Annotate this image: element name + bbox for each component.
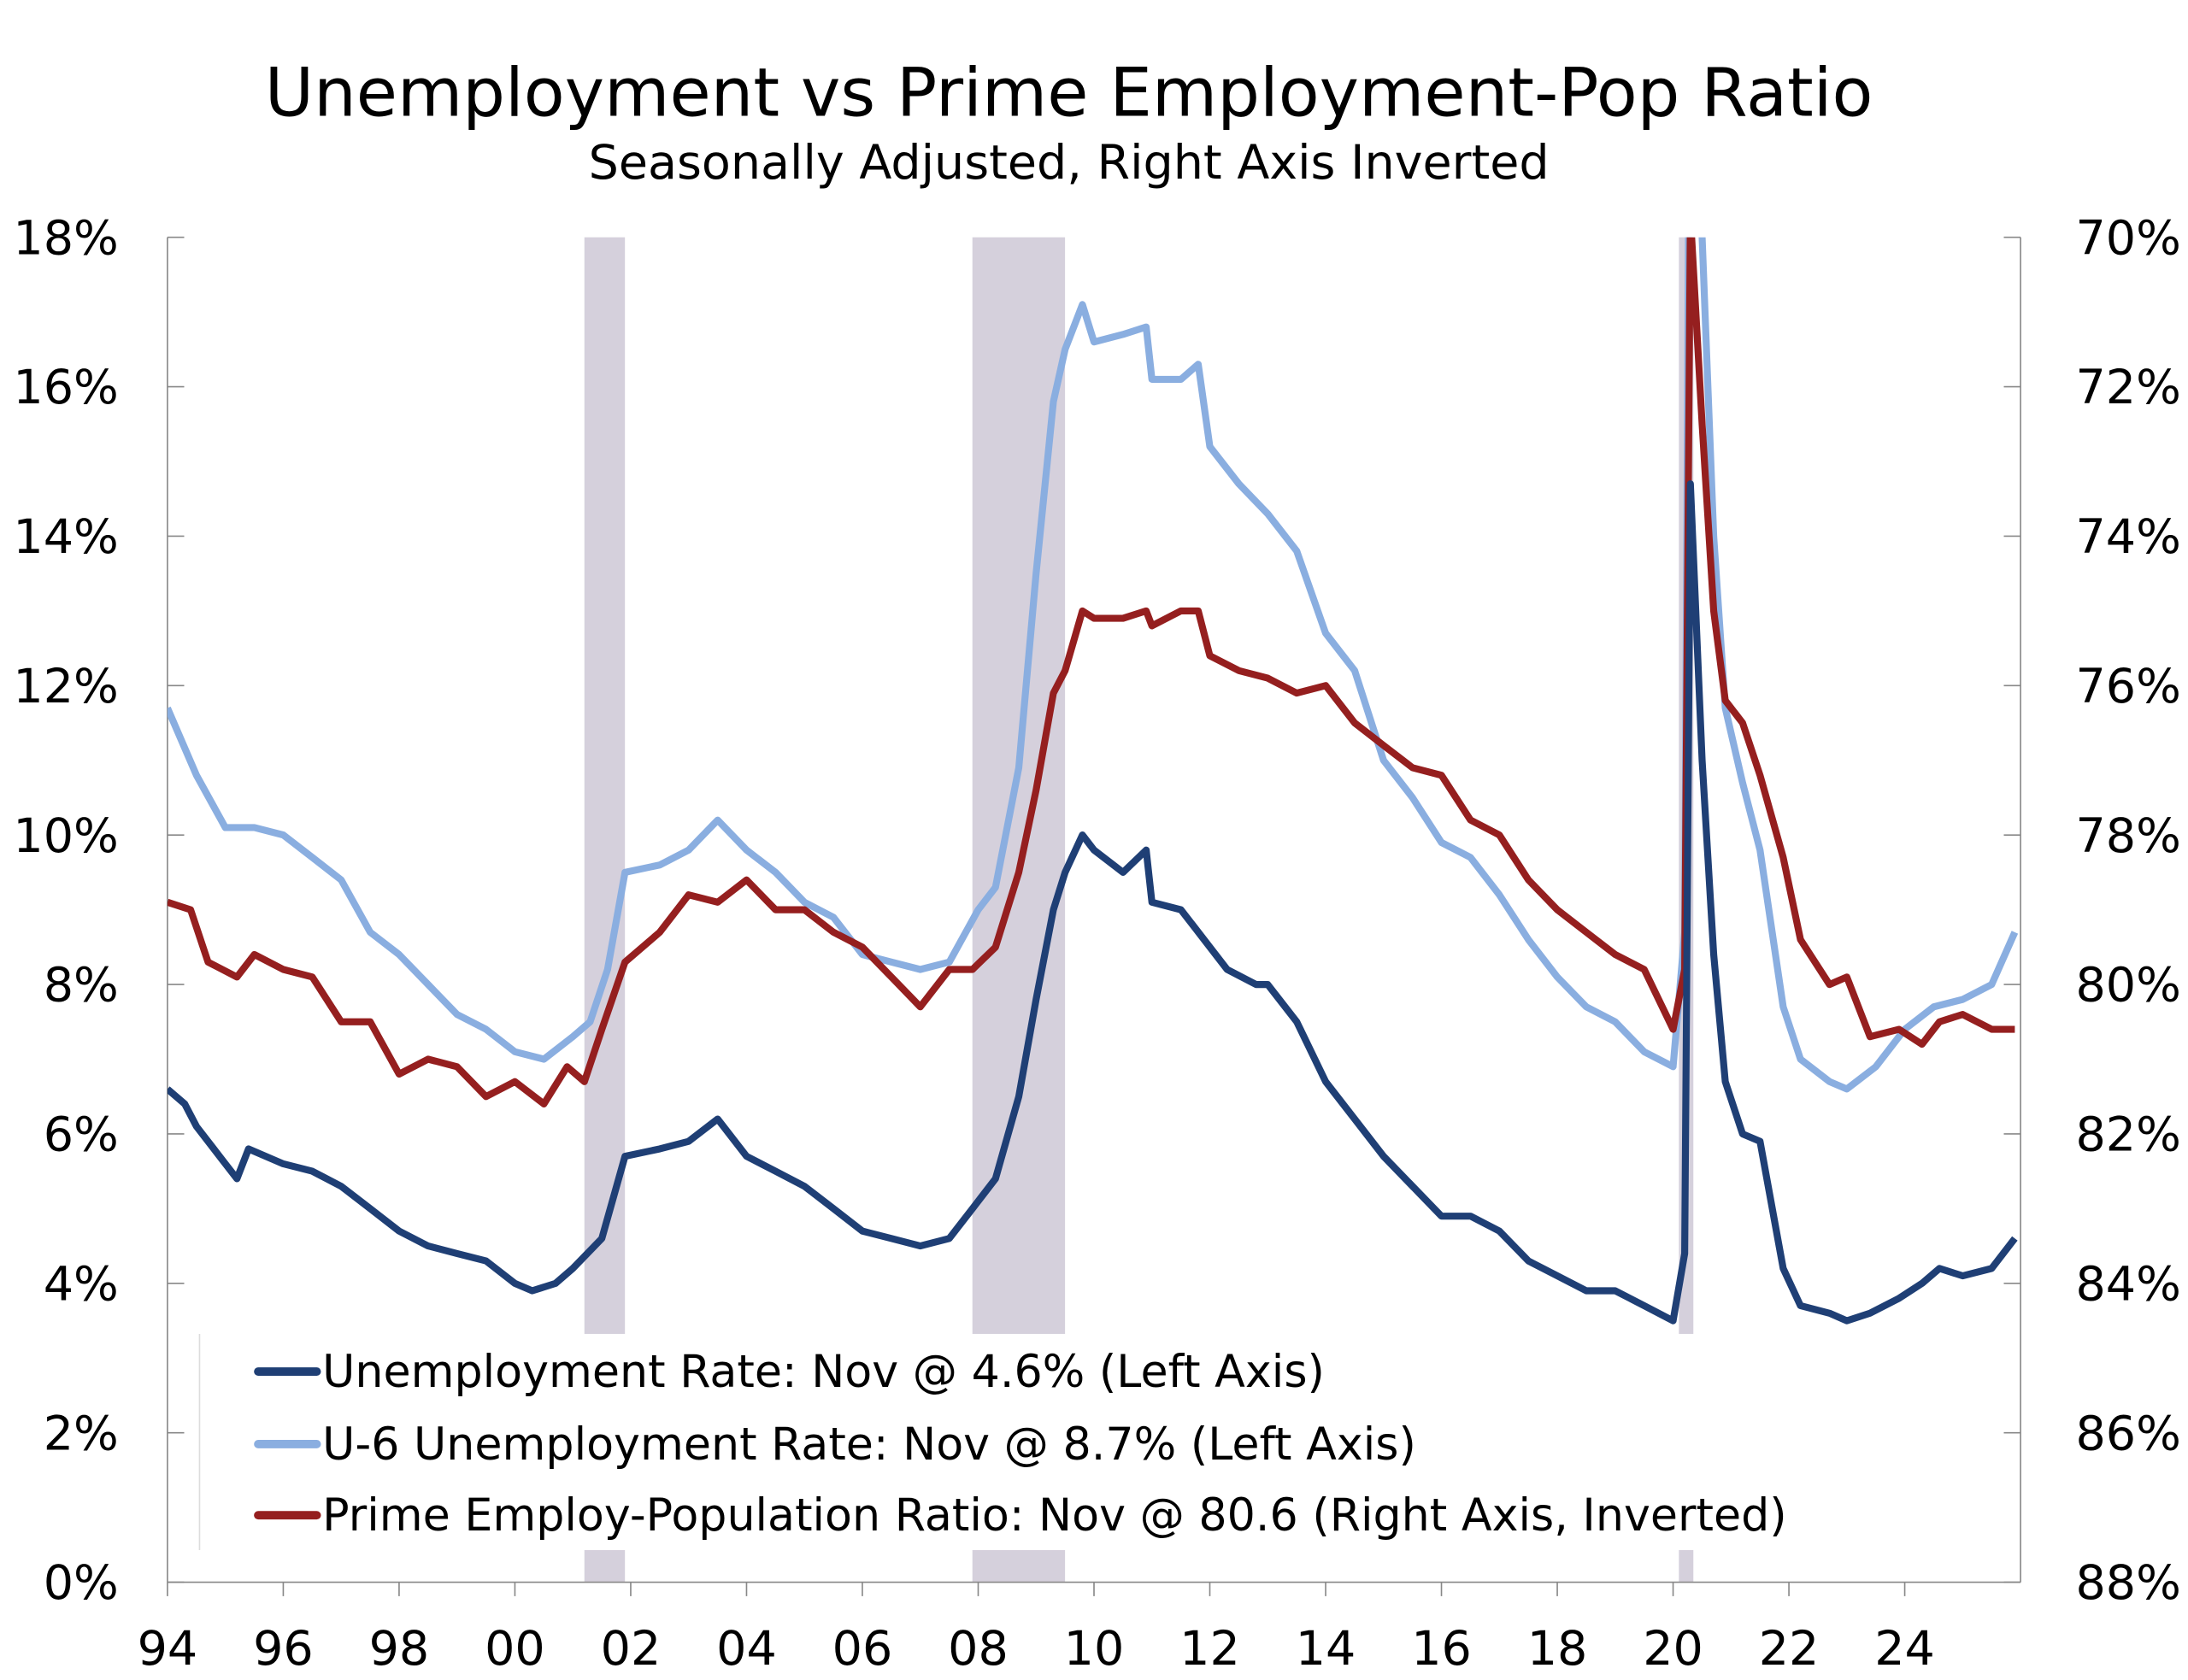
series-line-unemployment [167, 480, 2018, 1325]
x-tick-label: 10 [1064, 1621, 1125, 1677]
right-tick-label: 82% [2075, 1107, 2180, 1163]
chart-title: Unemployment vs Prime Employment-Pop Rat… [265, 55, 1873, 132]
right-tick-label: 74% [2075, 509, 2180, 565]
left-tick-label: 8% [44, 958, 119, 1013]
series-line-epop [167, 237, 2015, 1107]
left-tick-label: 10% [13, 808, 118, 864]
x-tick-label: 12 [1179, 1621, 1240, 1677]
left-tick-label: 18% [13, 210, 118, 266]
right-tick-label: 84% [2075, 1256, 2180, 1312]
legend-label-u6: U-6 Unemployment Rate: Nov @ 8.7% (Left … [322, 1419, 1416, 1471]
right-tick-label: 86% [2075, 1406, 2180, 1461]
x-tick-label: 20 [1643, 1621, 1703, 1677]
right-tick-label: 76% [2075, 659, 2180, 714]
x-tick-label: 98 [369, 1621, 430, 1677]
left-tick-label: 16% [13, 360, 118, 415]
x-tick-label: 06 [832, 1621, 893, 1677]
x-tick-label: 22 [1759, 1621, 1820, 1677]
x-tick-label: 16 [1411, 1621, 1472, 1677]
right-tick-label: 70% [2075, 210, 2180, 266]
legend-label-unemployment: Unemployment Rate: Nov @ 4.6% (Left Axis… [322, 1347, 1325, 1398]
x-tick-label: 96 [253, 1621, 314, 1677]
chart-subtitle: Seasonally Adjusted, Right Axis Inverted [589, 135, 1550, 191]
x-tick-label: 94 [138, 1621, 198, 1677]
right-tick-label: 78% [2075, 808, 2180, 864]
right-tick-label: 72% [2075, 360, 2180, 415]
left-tick-label: 0% [44, 1555, 119, 1611]
x-tick-label: 04 [716, 1621, 777, 1677]
left-tick-label: 14% [13, 509, 118, 565]
left-tick-label: 6% [44, 1107, 119, 1163]
left-tick-label: 4% [44, 1256, 119, 1312]
left-tick-label: 12% [13, 659, 118, 714]
right-tick-label: 80% [2075, 958, 2180, 1013]
legend: Unemployment Rate: Nov @ 4.6% (Left Axis… [254, 1347, 1787, 1542]
x-tick-label: 00 [485, 1621, 545, 1677]
legend-background [199, 1333, 1888, 1551]
x-tick-label: 02 [601, 1621, 662, 1677]
series-line-u6 [167, 237, 2019, 1093]
x-tick-label: 18 [1527, 1621, 1588, 1677]
x-tick-label: 24 [1874, 1621, 1935, 1677]
x-tick-label: 14 [1296, 1621, 1356, 1677]
right-tick-label: 88% [2075, 1555, 2180, 1611]
x-tick-label: 08 [948, 1621, 1009, 1677]
left-tick-label: 2% [44, 1406, 119, 1461]
legend-label-epop: Prime Employ-Population Ratio: Nov @ 80.… [322, 1490, 1786, 1542]
